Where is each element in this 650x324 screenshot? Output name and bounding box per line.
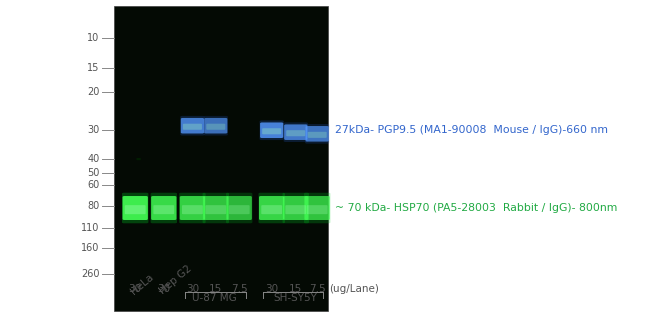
Text: HeLa: HeLa xyxy=(129,272,155,296)
Text: 30: 30 xyxy=(87,125,99,134)
Text: Hep G2: Hep G2 xyxy=(157,264,194,296)
FancyBboxPatch shape xyxy=(304,196,330,220)
FancyBboxPatch shape xyxy=(179,193,205,223)
Text: ▬: ▬ xyxy=(135,157,140,162)
Text: 30: 30 xyxy=(186,284,199,294)
FancyBboxPatch shape xyxy=(183,124,202,130)
Text: U-87 MG: U-87 MG xyxy=(192,293,237,303)
Text: (ug/Lane): (ug/Lane) xyxy=(329,284,379,294)
Text: 7.5: 7.5 xyxy=(231,284,248,294)
Text: 260: 260 xyxy=(81,269,99,279)
FancyBboxPatch shape xyxy=(180,116,205,135)
Text: 20: 20 xyxy=(87,87,99,97)
FancyBboxPatch shape xyxy=(283,196,309,220)
Text: 30: 30 xyxy=(157,284,170,294)
FancyBboxPatch shape xyxy=(259,121,284,140)
FancyBboxPatch shape xyxy=(286,130,306,136)
FancyBboxPatch shape xyxy=(283,122,308,142)
Text: 50: 50 xyxy=(87,168,99,178)
FancyBboxPatch shape xyxy=(151,196,176,220)
FancyBboxPatch shape xyxy=(181,118,204,133)
FancyBboxPatch shape xyxy=(259,196,284,220)
FancyBboxPatch shape xyxy=(203,193,229,223)
FancyBboxPatch shape xyxy=(261,205,282,214)
FancyBboxPatch shape xyxy=(262,128,281,134)
Text: 27kDa- PGP9.5 (MA1-90008  Mouse / IgG)-660 nm: 27kDa- PGP9.5 (MA1-90008 Mouse / IgG)-66… xyxy=(335,125,608,134)
Text: 30: 30 xyxy=(129,284,142,294)
Text: 30: 30 xyxy=(265,284,278,294)
Text: 160: 160 xyxy=(81,243,99,253)
Text: 110: 110 xyxy=(81,224,99,233)
FancyBboxPatch shape xyxy=(283,193,309,223)
Text: 15: 15 xyxy=(289,284,302,294)
FancyBboxPatch shape xyxy=(229,205,250,214)
FancyBboxPatch shape xyxy=(206,124,226,130)
FancyBboxPatch shape xyxy=(151,193,177,223)
FancyBboxPatch shape xyxy=(226,196,252,220)
Text: 60: 60 xyxy=(87,180,99,190)
Text: 10: 10 xyxy=(87,33,99,43)
FancyBboxPatch shape xyxy=(122,193,148,223)
FancyBboxPatch shape xyxy=(226,193,252,223)
FancyBboxPatch shape xyxy=(182,205,203,214)
Text: ~ 70 kDa- HSP70 (PA5-28003  Rabbit / IgG)- 800nm: ~ 70 kDa- HSP70 (PA5-28003 Rabbit / IgG)… xyxy=(335,203,617,213)
FancyBboxPatch shape xyxy=(307,132,327,138)
Bar xyxy=(114,6,328,311)
FancyBboxPatch shape xyxy=(306,126,329,142)
FancyBboxPatch shape xyxy=(307,205,328,214)
FancyBboxPatch shape xyxy=(305,124,330,144)
Text: 15: 15 xyxy=(209,284,222,294)
FancyBboxPatch shape xyxy=(284,124,307,140)
FancyBboxPatch shape xyxy=(125,205,146,214)
FancyBboxPatch shape xyxy=(203,116,228,135)
Text: 80: 80 xyxy=(87,201,99,211)
FancyBboxPatch shape xyxy=(122,196,148,220)
FancyBboxPatch shape xyxy=(260,122,283,138)
FancyBboxPatch shape xyxy=(259,193,285,223)
Text: 15: 15 xyxy=(87,63,99,73)
Text: 7.5: 7.5 xyxy=(309,284,326,294)
FancyBboxPatch shape xyxy=(179,196,205,220)
FancyBboxPatch shape xyxy=(153,205,174,214)
Text: 40: 40 xyxy=(87,154,99,164)
FancyBboxPatch shape xyxy=(204,118,227,133)
FancyBboxPatch shape xyxy=(203,196,229,220)
FancyBboxPatch shape xyxy=(304,193,330,223)
FancyBboxPatch shape xyxy=(205,205,226,214)
FancyBboxPatch shape xyxy=(285,205,306,214)
Text: SH-SY5Y: SH-SY5Y xyxy=(274,293,318,303)
